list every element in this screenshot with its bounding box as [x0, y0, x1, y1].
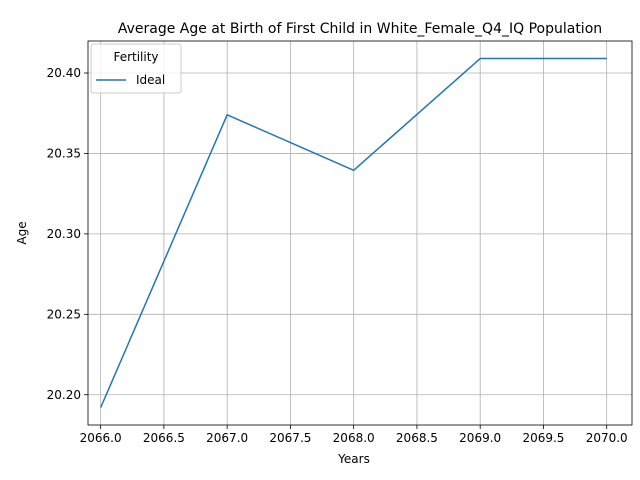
x-axis-label: Years — [337, 452, 370, 466]
y-tick-label: 20.20 — [47, 388, 81, 402]
x-tick-label: 2067.0 — [206, 431, 248, 445]
y-tick-label: 20.30 — [47, 227, 81, 241]
x-tick-label: 2069.0 — [459, 431, 501, 445]
x-tick-label: 2066.0 — [80, 431, 122, 445]
x-tick-label: 2067.5 — [269, 431, 311, 445]
x-axis-ticks: 2066.0 2066.5 2067.0 2067.5 2068.0 2068.5 2069… — [80, 425, 628, 445]
y-axis-ticks: 20.20 20.25 20.30 20.35 20.40 — [47, 66, 88, 402]
grid — [88, 41, 632, 425]
y-tick-label: 20.25 — [47, 307, 81, 321]
x-tick-label: 2069.5 — [522, 431, 564, 445]
legend-label-ideal: Ideal — [136, 73, 165, 87]
x-tick-label: 2066.5 — [143, 431, 185, 445]
series-layer — [99, 57, 607, 408]
y-tick-label: 20.35 — [47, 146, 81, 160]
x-tick-label: 2068.0 — [333, 431, 375, 445]
y-axis-label: Age — [15, 221, 29, 244]
y-tick-label: 20.40 — [47, 66, 81, 80]
x-tick-label: 2068.5 — [396, 431, 438, 445]
x-tick-label: 2070.0 — [586, 431, 628, 445]
legend: Fertility Ideal — [90, 43, 182, 94]
plot-frame — [87, 40, 633, 426]
legend-title: Fertility — [113, 50, 158, 64]
chart-title: Average Age at Birth of First Child in W… — [118, 21, 602, 37]
